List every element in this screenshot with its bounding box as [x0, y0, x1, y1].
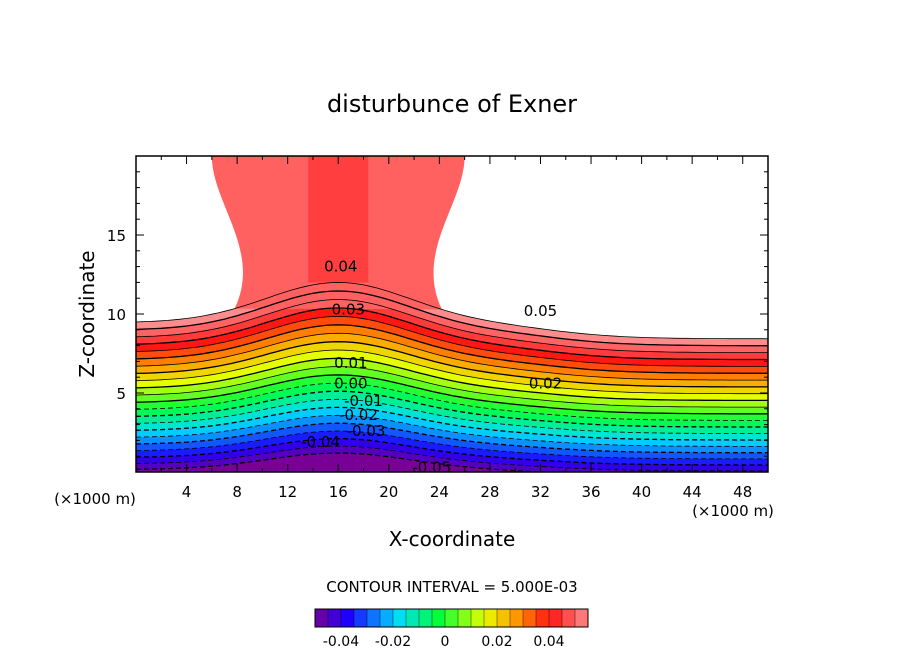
contour-label: 0.04	[324, 258, 357, 276]
contour-label: -0.03	[347, 422, 386, 440]
contour-label: -0.01	[344, 392, 383, 410]
contour-label: 0.02	[529, 375, 562, 393]
colorbar-swatch	[341, 609, 355, 627]
contour-line	[136, 299, 768, 353]
contour-label: -0.04	[301, 433, 340, 451]
x-tick-label: 4	[182, 483, 192, 501]
colorbar-swatch	[458, 609, 472, 627]
contour-line	[136, 374, 768, 415]
colorbar-swatch	[549, 609, 563, 627]
x-axis-label: X-coordinate	[389, 527, 516, 551]
contour-label: 0.01	[334, 354, 367, 372]
contour-band	[136, 453, 768, 472]
contour-line	[136, 445, 768, 472]
x-tick-label: 40	[632, 483, 651, 501]
colorbar-swatch	[445, 609, 459, 627]
contour-line	[136, 422, 768, 454]
contour-label: -0.02	[339, 406, 378, 424]
contour-line	[136, 316, 768, 367]
contour-line	[136, 324, 768, 374]
x-tick-label: 48	[733, 483, 752, 501]
y-axis-label: Z-coordinate	[75, 250, 99, 377]
colorbar-tick-label: 0.02	[481, 634, 512, 650]
colorbar-swatch	[523, 609, 537, 627]
colorbar-swatch	[510, 609, 524, 627]
contour-interval-text: CONTOUR INTERVAL = 5.000E-03	[326, 578, 577, 596]
colorbar-swatch	[432, 609, 446, 627]
x-tick-label: 44	[683, 483, 702, 501]
colorbar-swatch	[393, 609, 407, 627]
y-tick-labels: 5 10 15	[107, 227, 126, 403]
colorbar-swatch	[406, 609, 420, 627]
x-tick-label: 32	[531, 483, 550, 501]
x-tick-label: 24	[430, 483, 449, 501]
y-tick-label: 5	[116, 385, 126, 403]
contour-line	[136, 452, 551, 472]
colorbar-swatch	[484, 609, 498, 627]
contour-line	[136, 366, 768, 408]
colorbar-tick-label: 0	[441, 634, 450, 650]
colorbar-tick-label: 0.04	[533, 634, 564, 650]
contour-line	[136, 307, 768, 361]
contour-line	[136, 398, 768, 434]
colorbar-tick-labels: -0.04 -0.02 0 0.02 0.04	[323, 634, 565, 650]
x-tick-label: 20	[379, 483, 398, 501]
x-tick-label: 8	[232, 483, 242, 501]
colorbar: -0.04 -0.02 0 0.02 0.04	[314, 608, 589, 650]
contour-line	[136, 282, 768, 340]
y-tick-label: 10	[107, 306, 126, 324]
colorbar-swatch	[315, 609, 329, 627]
axis-ticks	[136, 156, 768, 472]
colorbar-swatch	[380, 609, 394, 627]
colorbar-frame	[314, 608, 589, 628]
x-tick-labels: 4 8 12 16 20 24 28 32 36 40 44 48	[182, 483, 752, 501]
x-tick-label: 28	[480, 483, 499, 501]
contour-line	[136, 390, 768, 428]
contour-label: 0.05	[524, 302, 557, 320]
colorbar-swatch	[367, 609, 381, 627]
colorbar-swatch	[354, 609, 368, 627]
contour-line	[136, 341, 768, 388]
colorbar-swatches	[314, 609, 589, 627]
contour-line	[136, 430, 768, 460]
y-tick-label: 15	[107, 227, 126, 245]
colorbar-swatch	[471, 609, 485, 627]
contour-line	[136, 414, 768, 447]
contour-line	[136, 290, 768, 347]
colorbar-swatch	[419, 609, 433, 627]
x-tick-label: 12	[278, 483, 297, 501]
colorbar-swatch	[497, 609, 511, 627]
contour-lines	[136, 282, 768, 472]
x-unit-label: (×1000 m)	[692, 502, 774, 520]
contour-label: 0.03	[332, 300, 365, 318]
contour-label: 0.00	[334, 375, 367, 393]
chart-title: disturbunce of Exner	[327, 90, 577, 118]
colorbar-swatch	[536, 609, 550, 627]
colorbar-tick-label: -0.04	[323, 634, 359, 650]
plot-area: 0.040.03 0.050.010.020.00-0.01-0.02-0.03-…	[135, 155, 769, 476]
colorbar-swatch	[562, 609, 576, 627]
colorbar-swatch	[575, 609, 589, 627]
contour-line	[136, 332, 768, 381]
colorbar-swatch	[328, 609, 342, 627]
x-tick-label: 16	[329, 483, 348, 501]
colorbar-tick-label: -0.02	[375, 634, 411, 650]
contour-line	[136, 438, 768, 466]
x-tick-label: 36	[581, 483, 600, 501]
contour-line	[136, 357, 768, 402]
contour-line	[136, 349, 768, 395]
contour-label: -0.05	[412, 458, 451, 476]
y-unit-label: (×1000 m)	[54, 490, 136, 508]
contour-line	[136, 382, 768, 421]
contour-line	[136, 406, 768, 441]
